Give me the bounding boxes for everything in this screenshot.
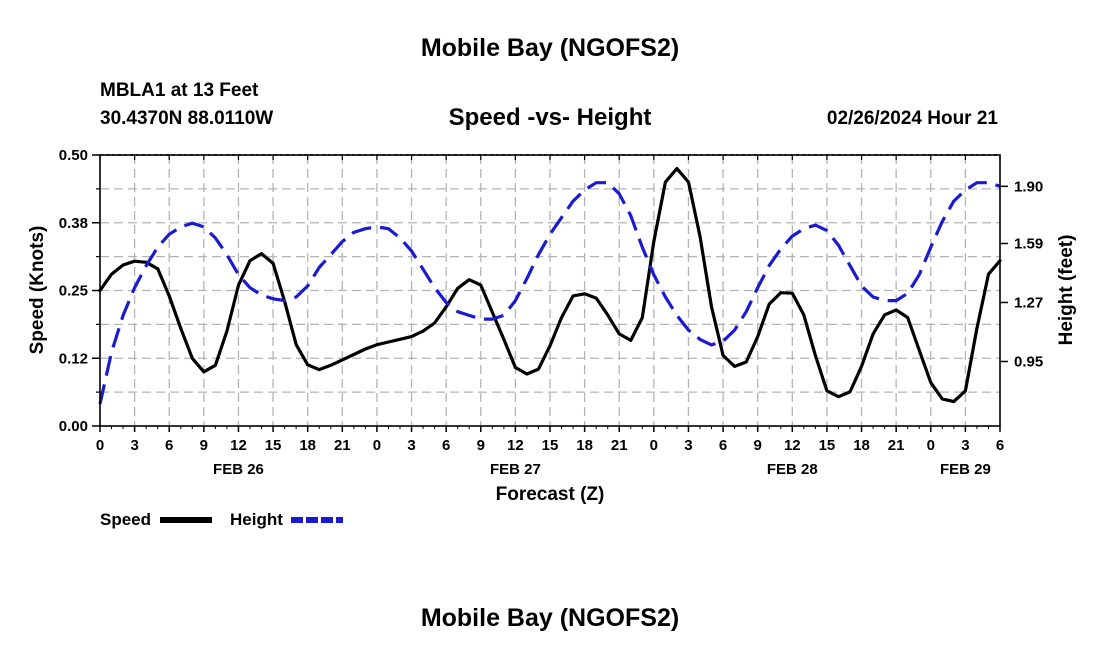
- x-tick-label: 18: [576, 437, 593, 454]
- legend: Speed Height: [100, 510, 343, 529]
- x-tick-label: 15: [265, 437, 282, 454]
- legend-height-label: Height: [230, 510, 283, 529]
- y2-axis-label: Height (feet): [1056, 235, 1077, 346]
- x-tick-label: 18: [853, 437, 870, 454]
- station-coords: 30.4370N 88.0110W: [100, 108, 273, 129]
- x-tick-label: 6: [719, 437, 727, 454]
- y2-tick-label: 1.27: [1014, 294, 1043, 311]
- x-tick-label: 9: [754, 437, 762, 454]
- y-axis-label: Speed (Knots): [27, 226, 48, 355]
- y-tick-label: 0.50: [59, 147, 88, 164]
- x-tick-label: 9: [477, 437, 485, 454]
- x-tick-label: 15: [542, 437, 559, 454]
- y2-tick-label: 1.59: [1014, 235, 1043, 252]
- page-title: Mobile Bay (NGOFS2): [421, 34, 679, 62]
- x-tick-label: 0: [96, 437, 104, 454]
- date-label: FEB 29: [940, 461, 991, 478]
- y-tick-label: 0.00: [59, 418, 88, 435]
- speed-series-line: [98, 167, 1002, 404]
- date-label: FEB 26: [213, 461, 264, 478]
- x-tick-label: 3: [407, 437, 415, 454]
- x-tick-label: 0: [927, 437, 935, 454]
- y-tick-label: 0.25: [59, 283, 88, 300]
- grid: [100, 155, 1000, 426]
- station-label: MBLA1 at 13 Feet: [100, 80, 259, 101]
- x-tick-label: 12: [230, 437, 247, 454]
- height-series-line: [98, 181, 1001, 405]
- x-tick-label: 9: [200, 437, 208, 454]
- x-tick-label: 21: [334, 437, 351, 454]
- x-tick-label: 6: [442, 437, 450, 454]
- y2-tick-label: 0.95: [1014, 353, 1043, 370]
- x-tick-label: 0: [650, 437, 658, 454]
- x-tick-label: 3: [961, 437, 969, 454]
- x-tick-label: 21: [888, 437, 905, 454]
- forecast-datetime: 02/26/2024 Hour 21: [827, 108, 999, 129]
- x-tick-label: 18: [299, 437, 316, 454]
- x-tick-label: 0: [373, 437, 381, 454]
- x-tick-label: 15: [819, 437, 836, 454]
- x-tick-label: 6: [165, 437, 173, 454]
- x-tick-label: 12: [784, 437, 801, 454]
- x-axis-label: Forecast (Z): [496, 484, 605, 505]
- footer-title: Mobile Bay (NGOFS2): [421, 604, 679, 632]
- y-tick-label: 0.38: [59, 215, 88, 232]
- x-tick-label: 3: [684, 437, 692, 454]
- axes: 0 3 6 9 12 15 18 21 0 3 6 9 12 15 18 21 0 3 6 9 12 15 18 21 0 3 6F…: [59, 147, 1043, 478]
- chart-subtitle: Speed -vs- Height: [449, 104, 652, 131]
- legend-speed-label: Speed: [100, 510, 151, 529]
- x-tick-label: 12: [507, 437, 524, 454]
- date-label: FEB 28: [767, 461, 818, 478]
- x-tick-label: 3: [130, 437, 138, 454]
- x-tick-label: 21: [611, 437, 628, 454]
- y2-tick-label: 1.90: [1014, 178, 1043, 195]
- date-label: FEB 27: [490, 461, 541, 478]
- y-tick-label: 0.12: [59, 350, 88, 367]
- series-layer: [98, 167, 1002, 405]
- x-tick-label: 6: [996, 437, 1004, 454]
